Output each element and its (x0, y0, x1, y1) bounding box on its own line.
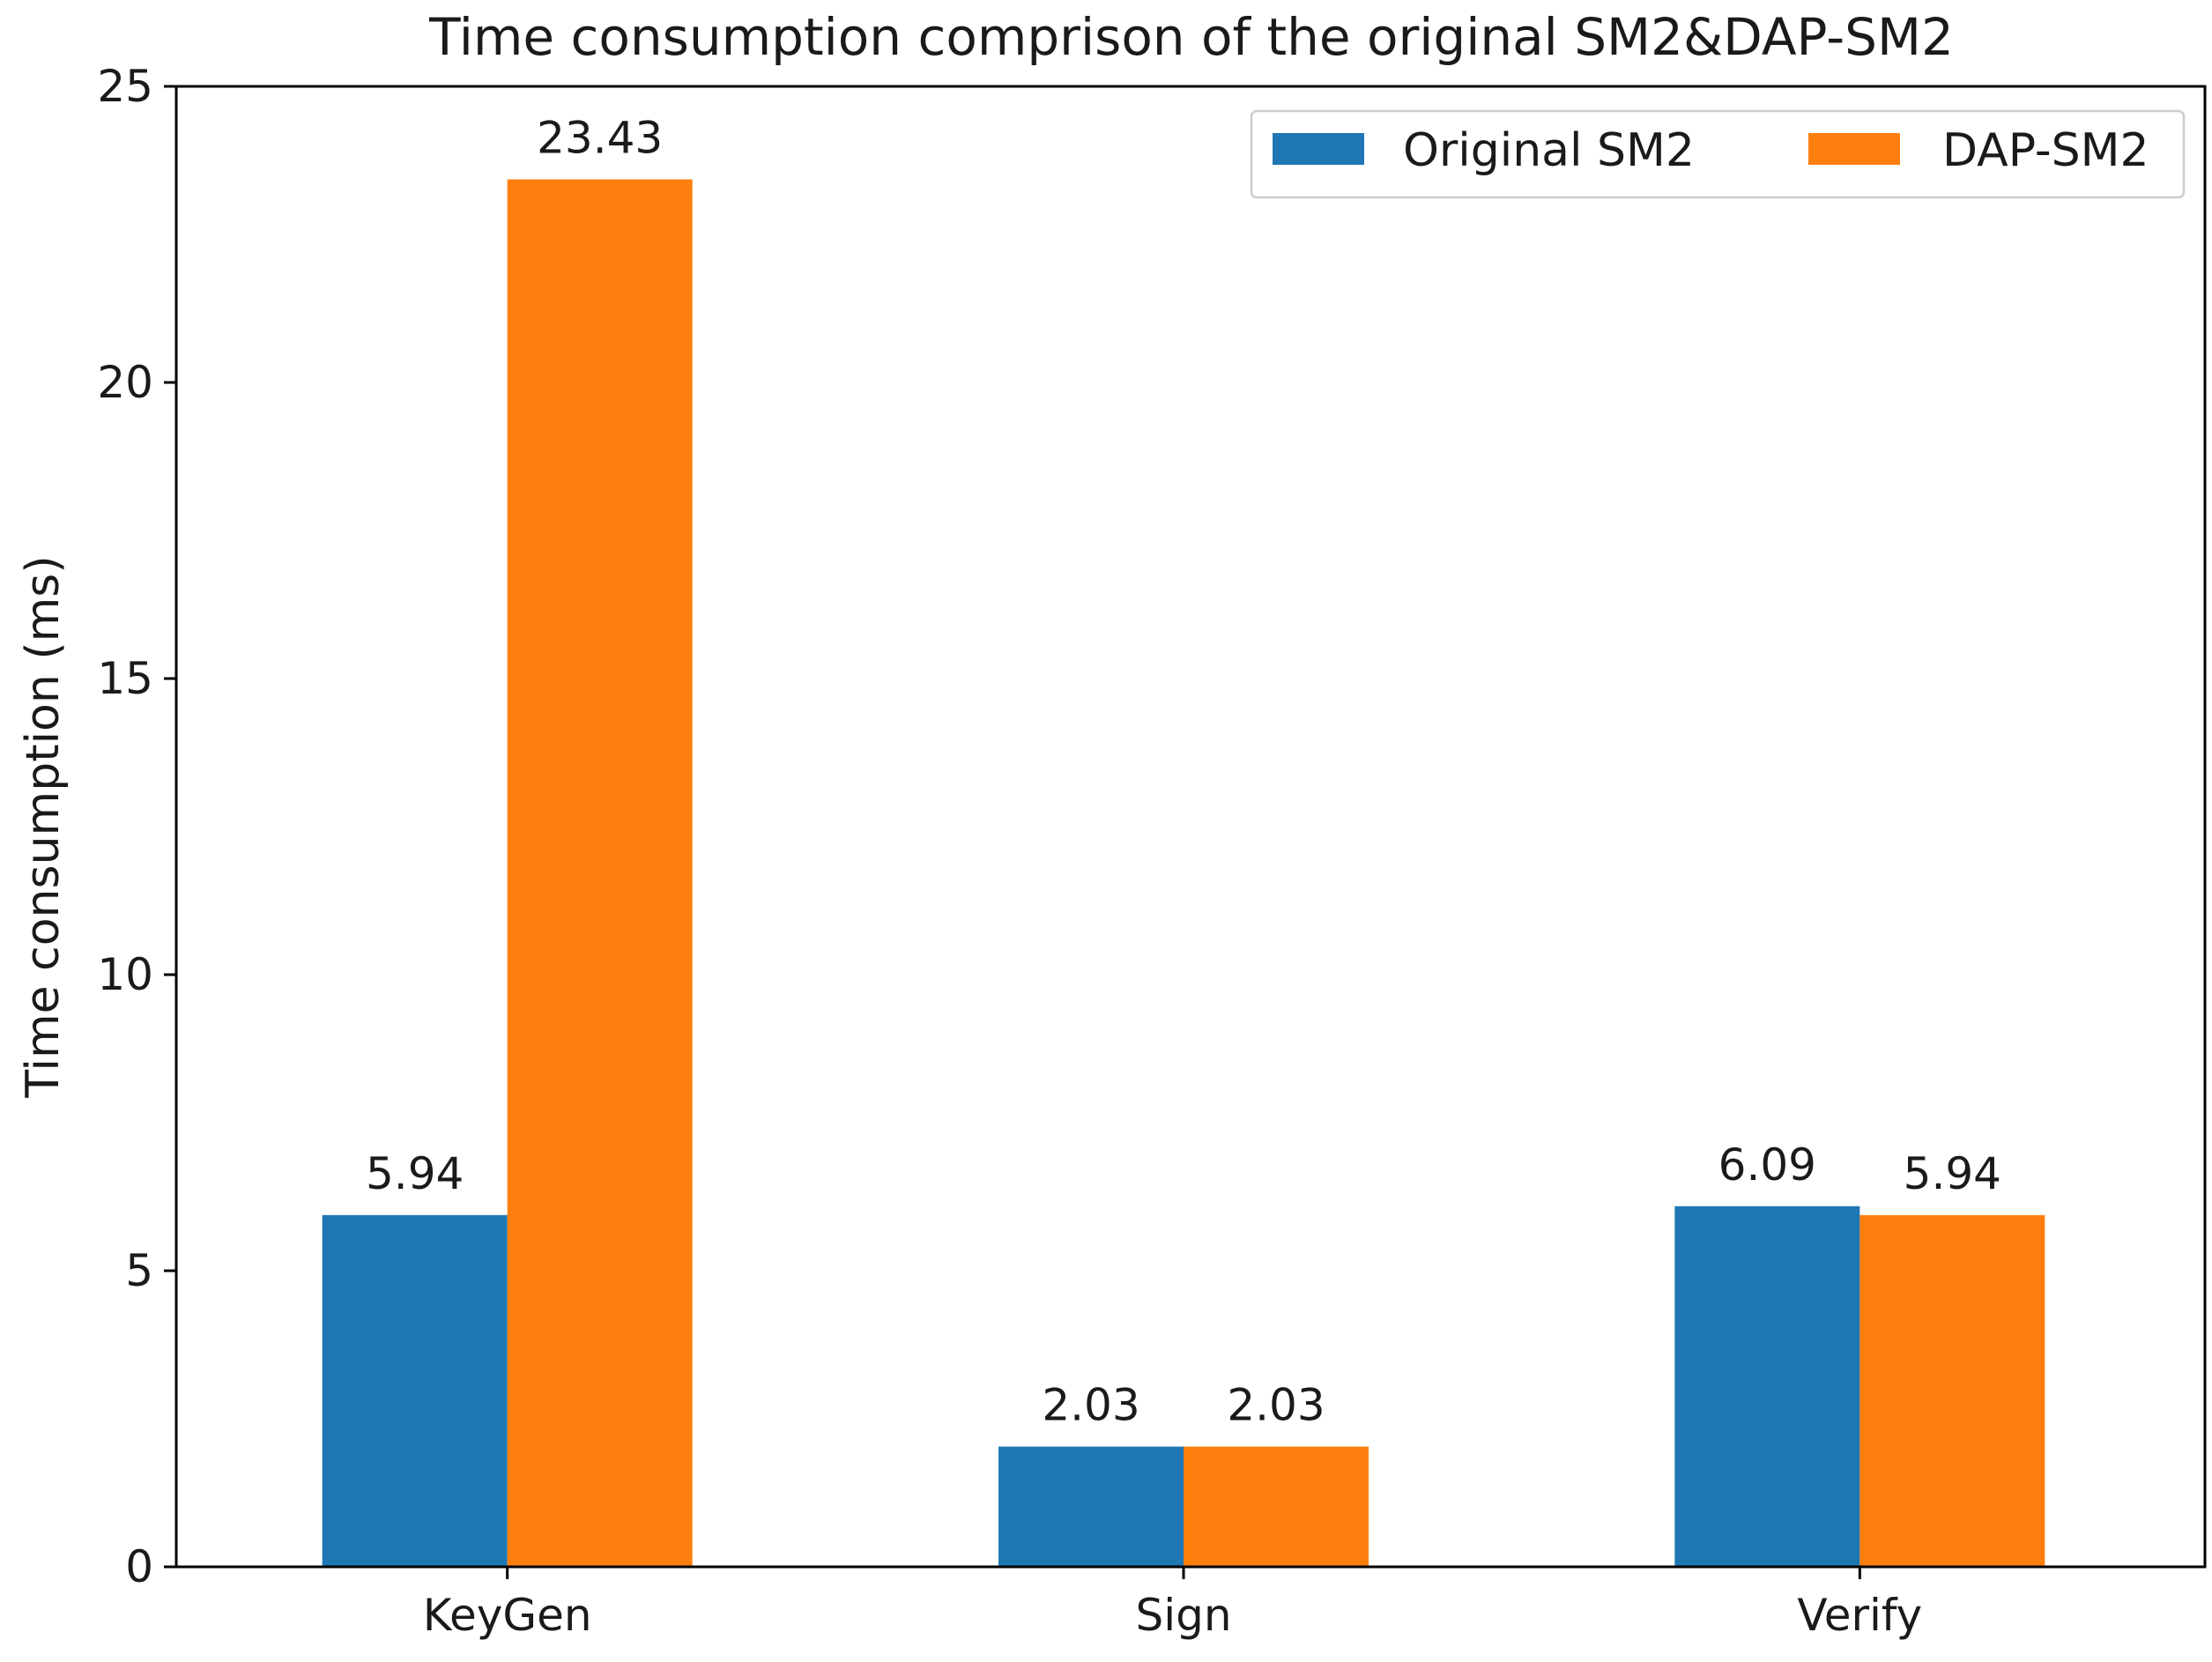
x-axis-ticks: KeyGen Sign Verify (423, 1567, 1922, 1641)
chart-title: Time consumption comprison of the origin… (428, 7, 1954, 67)
y-tick-label: 5 (125, 1245, 153, 1296)
bar-marks (322, 179, 2045, 1567)
legend-label-original-sm2: Original SM2 (1403, 124, 1695, 177)
legend-box (1250, 109, 2186, 199)
y-tick-label: 20 (97, 357, 153, 408)
legend-label-dap-sm2: DAP-SM2 (1942, 124, 2149, 177)
bar-dap-sm2-keygen (507, 179, 693, 1567)
data-label: 6.09 (1718, 1139, 1816, 1191)
x-tick-label-verify: Verify (1797, 1590, 1922, 1641)
plot-frame (174, 85, 2207, 1569)
y-axis-label: Time consumption (ms) (17, 555, 70, 1098)
data-label: 2.03 (1227, 1380, 1325, 1431)
bar-original-sm2-verify (1674, 1206, 1860, 1567)
bar-dap-sm2-sign (1184, 1446, 1369, 1567)
y-tick-label: 10 (97, 949, 153, 1000)
y-tick-label: 25 (97, 61, 153, 112)
y-tick-label: 15 (97, 653, 153, 704)
data-label: 5.94 (366, 1148, 464, 1199)
y-tick-label: 0 (125, 1541, 153, 1592)
x-tick-label-sign: Sign (1135, 1590, 1231, 1641)
bar-original-sm2-sign (998, 1446, 1184, 1567)
bar-original-sm2-keygen (322, 1214, 508, 1567)
data-labels: 5.94 23.43 2.03 2.03 6.09 5.94 (366, 113, 2001, 1431)
legend: Original SM2 DAP-SM2 (1250, 109, 2186, 199)
legend-swatch-original-sm2 (1273, 133, 1364, 165)
x-tick-label-keygen: KeyGen (423, 1590, 592, 1641)
bar-dap-sm2-verify (1859, 1214, 2045, 1567)
data-label: 23.43 (537, 113, 663, 164)
legend-swatch-dap-sm2 (1808, 133, 1900, 165)
data-label: 5.94 (1904, 1148, 2001, 1199)
data-label: 2.03 (1042, 1380, 1139, 1431)
y-axis-ticks: 0 5 10 15 20 25 (97, 61, 176, 1592)
